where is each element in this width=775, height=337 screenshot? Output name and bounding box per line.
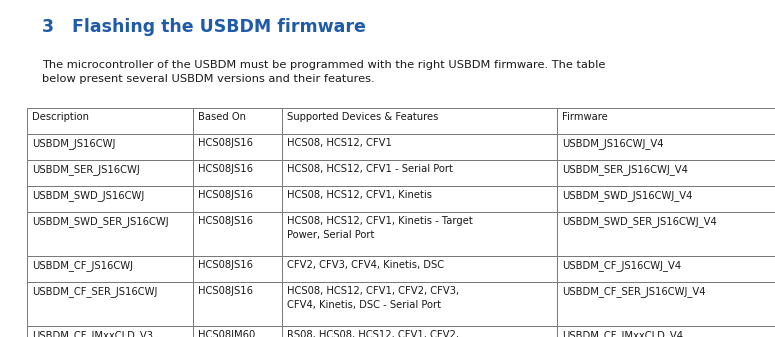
Text: USBDM_CF_JS16CWJ: USBDM_CF_JS16CWJ bbox=[32, 260, 133, 271]
Text: HCS08, HCS12, CFV1, Kinetis: HCS08, HCS12, CFV1, Kinetis bbox=[287, 190, 432, 200]
Text: HCS08JS16: HCS08JS16 bbox=[198, 260, 253, 270]
Bar bbox=[282, 160, 557, 186]
Text: HCS08, HCS12, CFV1, Kinetis - Target
Power, Serial Port: HCS08, HCS12, CFV1, Kinetis - Target Pow… bbox=[287, 216, 473, 240]
Text: Firmware: Firmware bbox=[562, 112, 608, 122]
Text: HCS08, HCS12, CFV1, CFV2, CFV3,
CFV4, Kinetis, DSC - Serial Port: HCS08, HCS12, CFV1, CFV2, CFV3, CFV4, Ki… bbox=[287, 286, 459, 310]
Text: USBDM_SER_JS16CWJ: USBDM_SER_JS16CWJ bbox=[32, 164, 140, 175]
Text: The microcontroller of the USBDM must be programmed with the right USBDM firmwar: The microcontroller of the USBDM must be… bbox=[42, 60, 605, 84]
Bar bbox=[282, 282, 557, 326]
Bar bbox=[557, 282, 775, 326]
Bar bbox=[27, 256, 193, 282]
Text: USBDM_SWD_JS16CWJ: USBDM_SWD_JS16CWJ bbox=[32, 190, 144, 201]
Text: Based On: Based On bbox=[198, 112, 246, 122]
Bar bbox=[193, 134, 282, 160]
Bar bbox=[557, 160, 775, 186]
Bar bbox=[557, 186, 775, 212]
Bar bbox=[193, 282, 282, 326]
Text: Description: Description bbox=[32, 112, 89, 122]
Text: USBDM_JS16CWJ: USBDM_JS16CWJ bbox=[32, 138, 115, 149]
Bar bbox=[193, 186, 282, 212]
Text: USBDM_CF_JS16CWJ_V4: USBDM_CF_JS16CWJ_V4 bbox=[562, 260, 681, 271]
Text: CFV2, CFV3, CFV4, Kinetis, DSC: CFV2, CFV3, CFV4, Kinetis, DSC bbox=[287, 260, 444, 270]
Text: USBDM_SER_JS16CWJ_V4: USBDM_SER_JS16CWJ_V4 bbox=[562, 164, 688, 175]
Text: USBDM_JS16CWJ_V4: USBDM_JS16CWJ_V4 bbox=[562, 138, 663, 149]
Text: HCS08, HCS12, CFV1 - Serial Port: HCS08, HCS12, CFV1 - Serial Port bbox=[287, 164, 453, 174]
Text: USBDM_SWD_SER_JS16CWJ: USBDM_SWD_SER_JS16CWJ bbox=[32, 216, 169, 227]
Bar bbox=[557, 256, 775, 282]
Text: USBDM_CF_JMxxCLD_V3: USBDM_CF_JMxxCLD_V3 bbox=[32, 330, 153, 337]
Text: HCS08JS16: HCS08JS16 bbox=[198, 164, 253, 174]
Bar bbox=[193, 160, 282, 186]
Bar bbox=[27, 186, 193, 212]
Bar bbox=[193, 108, 282, 134]
Text: RS08, HCS08, HCS12, CFV1, CFV2,
CFV3, CFV4, Kinetis, DSC - Target
Power, Serial : RS08, HCS08, HCS12, CFV1, CFV2, CFV3, CF… bbox=[287, 330, 459, 337]
Bar bbox=[193, 326, 282, 337]
Bar bbox=[557, 326, 775, 337]
Text: USBDM_SWD_SER_JS16CWJ_V4: USBDM_SWD_SER_JS16CWJ_V4 bbox=[562, 216, 717, 227]
Bar bbox=[557, 212, 775, 256]
Bar bbox=[27, 212, 193, 256]
Bar bbox=[557, 108, 775, 134]
Bar bbox=[27, 326, 193, 337]
Bar bbox=[282, 256, 557, 282]
Bar bbox=[557, 134, 775, 160]
Text: Supported Devices & Features: Supported Devices & Features bbox=[287, 112, 439, 122]
Text: USBDM_CF_JMxxCLD_V4: USBDM_CF_JMxxCLD_V4 bbox=[562, 330, 683, 337]
Text: HCS08JS16: HCS08JS16 bbox=[198, 286, 253, 296]
Bar bbox=[282, 326, 557, 337]
Text: 3   Flashing the USBDM firmware: 3 Flashing the USBDM firmware bbox=[42, 18, 366, 36]
Text: HCS08JM60: HCS08JM60 bbox=[198, 330, 255, 337]
Bar bbox=[193, 212, 282, 256]
Bar bbox=[282, 212, 557, 256]
Text: HCS08JS16: HCS08JS16 bbox=[198, 216, 253, 226]
Bar bbox=[193, 256, 282, 282]
Bar bbox=[282, 108, 557, 134]
Text: USBDM_CF_SER_JS16CWJ: USBDM_CF_SER_JS16CWJ bbox=[32, 286, 157, 297]
Bar bbox=[282, 186, 557, 212]
Text: USBDM_SWD_JS16CWJ_V4: USBDM_SWD_JS16CWJ_V4 bbox=[562, 190, 692, 201]
Bar bbox=[27, 108, 193, 134]
Text: HCS08JS16: HCS08JS16 bbox=[198, 138, 253, 148]
Bar bbox=[27, 282, 193, 326]
Text: HCS08JS16: HCS08JS16 bbox=[198, 190, 253, 200]
Bar bbox=[282, 134, 557, 160]
Bar bbox=[27, 160, 193, 186]
Text: USBDM_CF_SER_JS16CWJ_V4: USBDM_CF_SER_JS16CWJ_V4 bbox=[562, 286, 705, 297]
Text: HCS08, HCS12, CFV1: HCS08, HCS12, CFV1 bbox=[287, 138, 392, 148]
Bar bbox=[27, 134, 193, 160]
